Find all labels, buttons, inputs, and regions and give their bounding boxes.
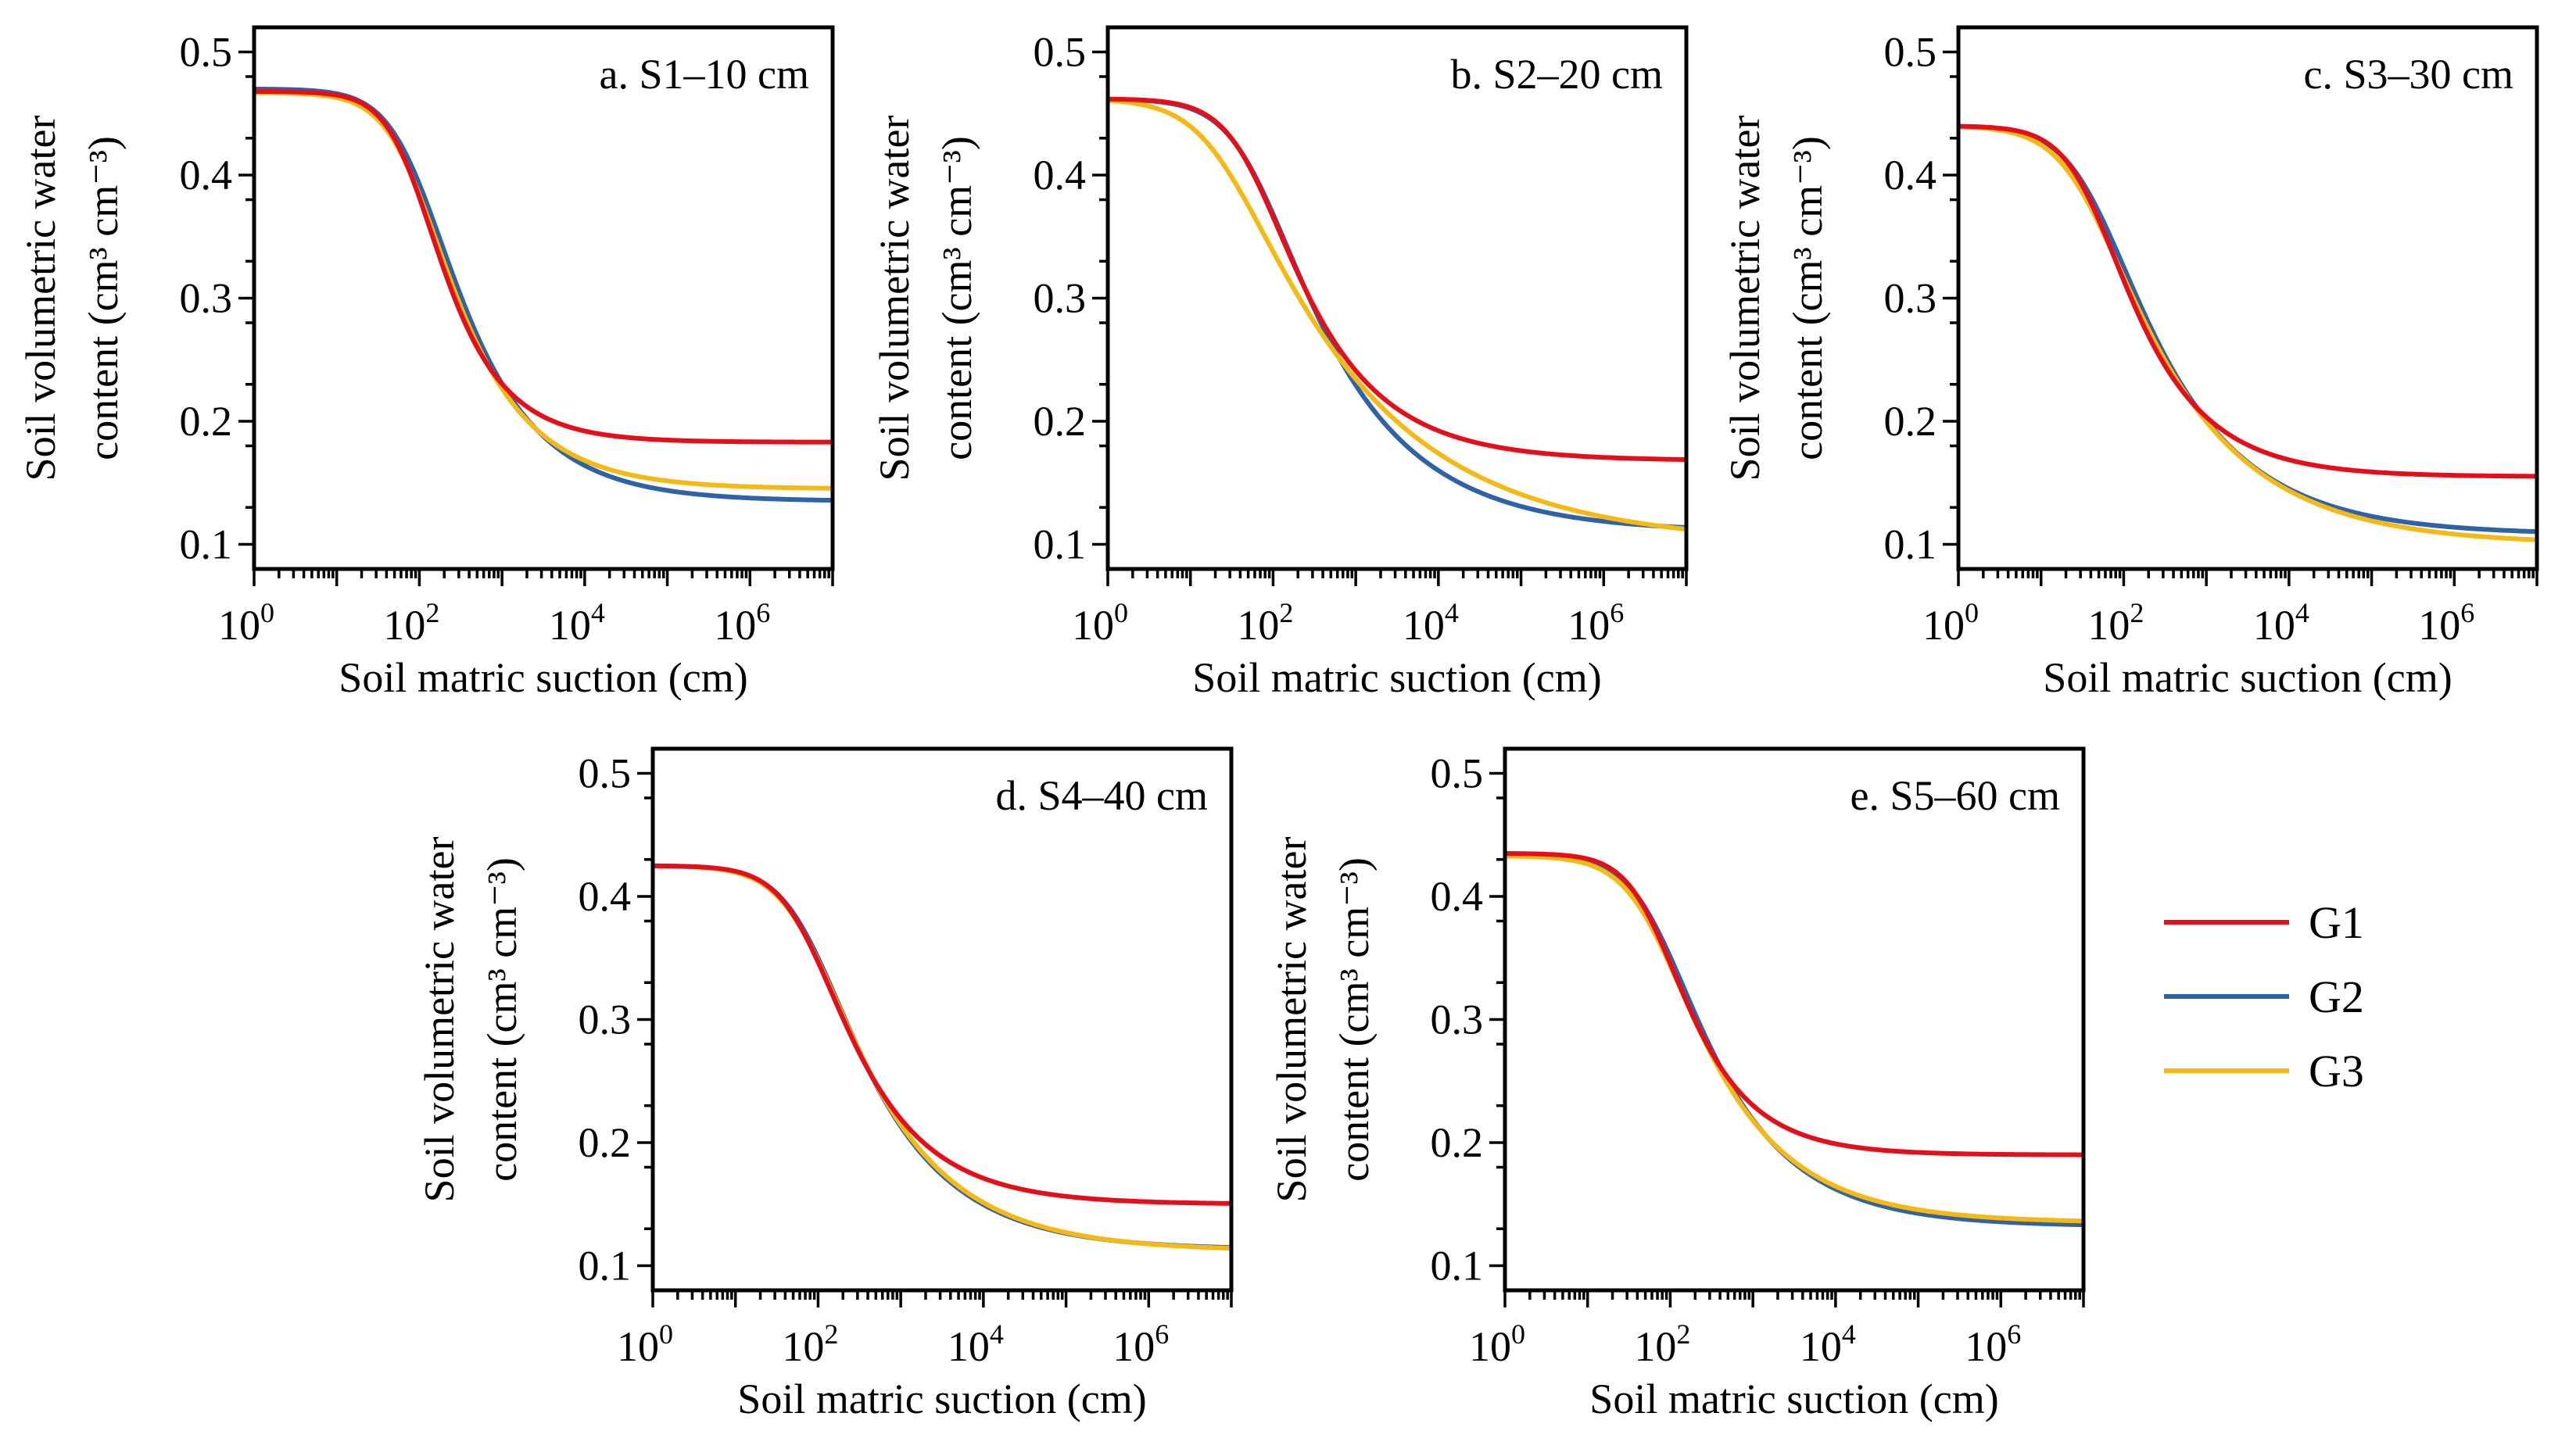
x-tick-label: 100 <box>218 597 274 649</box>
x-tick-label: 106 <box>1965 1318 2021 1370</box>
x-axis-label: Soil matric suction (cm) <box>2043 654 2452 701</box>
panel-title: e. S5–60 cm <box>1851 772 2060 819</box>
series-line-g1 <box>652 863 1232 1206</box>
x-tick-label: 106 <box>1568 597 1624 649</box>
y-axis-label-line1: Soil volumetric water <box>871 116 918 481</box>
x-tick-label: 106 <box>1112 1318 1169 1370</box>
legend-item-g1: G1 <box>2164 897 2364 948</box>
series-line-g2 <box>253 86 833 503</box>
y-tick-label: 0.3 <box>1034 275 1087 322</box>
x-tick-label: 106 <box>2418 597 2474 649</box>
y-tick-label: 0.2 <box>1431 1119 1484 1166</box>
x-tick-label: 100 <box>1072 597 1128 649</box>
y-tick-label: 0.3 <box>180 275 233 322</box>
y-tick-label: 0.1 <box>1431 1243 1484 1290</box>
y-tick-label: 0.5 <box>1431 750 1484 797</box>
series-line-g3 <box>652 863 1232 1251</box>
y-tick-label: 0.4 <box>1884 152 1937 199</box>
x-axis-label: Soil matric suction (cm) <box>1589 1376 1998 1422</box>
y-tick-label: 0.3 <box>1431 996 1484 1043</box>
legend-item-g2: G2 <box>2164 971 2364 1022</box>
y-tick-label: 0.1 <box>1884 521 1937 568</box>
x-tick-label: 102 <box>2087 597 2144 649</box>
x-tick-label: 106 <box>714 597 770 649</box>
series-line-g2 <box>1504 851 2084 1228</box>
x-axis-label: Soil matric suction (cm) <box>737 1376 1146 1422</box>
x-axis-label: Soil matric suction (cm) <box>1192 654 1601 701</box>
series-line-g3 <box>253 90 833 491</box>
chart-panel-5: 100 102 104 106 0.1 0.2 0.3 0.4 0.5 e. S5–60 cm So… <box>1268 746 2086 1422</box>
x-tick-label: 102 <box>782 1318 838 1370</box>
y-tick-label: 0.2 <box>1034 398 1087 445</box>
series-line-g2 <box>652 863 1232 1250</box>
y-axis-label-line2: content (cm³ cm⁻³) <box>1784 136 1831 460</box>
legend-item-g3: G3 <box>2164 1046 2364 1096</box>
legend: G1 G2 G3 <box>2164 897 2364 1096</box>
legend-label-g2: G2 <box>2309 971 2364 1022</box>
series-line-g1 <box>1107 96 1687 463</box>
y-tick-label: 0.5 <box>1884 29 1937 76</box>
x-tick-label: 100 <box>1922 597 1979 649</box>
y-axis-label-line1: Soil volumetric water <box>416 837 463 1203</box>
y-tick-label: 0.4 <box>1431 873 1484 920</box>
series-line-g1 <box>1958 123 2538 479</box>
x-tick-label: 104 <box>1403 597 1459 649</box>
panel-title: c. S3–30 cm <box>2304 51 2513 98</box>
panel-title: b. S2–20 cm <box>1450 51 1663 98</box>
y-tick-label: 0.1 <box>579 1243 632 1290</box>
panel-title: d. S4–40 cm <box>995 772 1208 819</box>
y-tick-label: 0.1 <box>180 521 233 568</box>
y-axis-label-line1: Soil volumetric water <box>17 116 64 481</box>
y-axis-label-line2: content (cm³ cm⁻³) <box>1331 857 1378 1182</box>
y-axis-label-line1: Soil volumetric water <box>1268 837 1315 1203</box>
y-axis-label-line2: content (cm³ cm⁻³) <box>80 136 127 460</box>
series-line-g1 <box>253 88 833 445</box>
series-line-g3 <box>1958 124 2538 542</box>
legend-label-g3: G3 <box>2309 1046 2364 1096</box>
x-tick-label: 104 <box>549 597 605 649</box>
series-line-g3 <box>1504 853 2084 1224</box>
chart-panel-3: 100 102 104 106 0.1 0.2 0.3 0.4 0.5 c. S3–30 cm So… <box>1722 25 2539 701</box>
legend-label-g1: G1 <box>2309 897 2364 948</box>
y-axis-label-line2: content (cm³ cm⁻³) <box>478 857 525 1182</box>
y-tick-label: 0.2 <box>1884 398 1937 445</box>
y-tick-label: 0.4 <box>1034 152 1087 199</box>
x-tick-label: 102 <box>1634 1318 1690 1370</box>
x-tick-label: 102 <box>383 597 439 649</box>
y-tick-label: 0.4 <box>579 873 632 920</box>
panel-title: a. S1–10 cm <box>600 51 809 98</box>
y-tick-label: 0.5 <box>1034 29 1087 76</box>
x-tick-label: 100 <box>1469 1318 1525 1370</box>
y-tick-label: 0.3 <box>1884 275 1937 322</box>
y-axis-label-line2: content (cm³ cm⁻³) <box>933 136 980 460</box>
y-tick-label: 0.1 <box>1034 521 1087 568</box>
plot-frame <box>650 746 1234 1293</box>
series-line-g3 <box>1107 98 1687 532</box>
x-tick-label: 104 <box>2253 597 2309 649</box>
chart-panel-2: 100 102 104 106 0.1 0.2 0.3 0.4 0.5 b. S2–20 cm So… <box>871 25 1689 701</box>
y-tick-label: 0.2 <box>579 1119 632 1166</box>
series-line-g2 <box>1958 123 2538 535</box>
y-tick-label: 0.3 <box>579 996 632 1043</box>
y-tick-label: 0.5 <box>180 29 233 76</box>
x-tick-label: 104 <box>1800 1318 1856 1370</box>
x-axis-label: Soil matric suction (cm) <box>339 654 747 701</box>
y-axis-label-line1: Soil volumetric water <box>1722 116 1768 481</box>
series-line-g2 <box>1107 96 1687 531</box>
chart-panel-1: 100 102 104 106 0.1 0.2 0.3 0.4 0.5 a. S1–10 cm So… <box>17 25 835 701</box>
series-line-g1 <box>1504 851 2084 1157</box>
y-tick-label: 0.5 <box>579 750 632 797</box>
x-tick-label: 102 <box>1237 597 1293 649</box>
plot-frame <box>1956 25 2539 571</box>
y-tick-label: 0.2 <box>180 398 233 445</box>
y-tick-label: 0.4 <box>180 152 233 199</box>
x-tick-label: 100 <box>617 1318 673 1370</box>
x-tick-label: 104 <box>948 1318 1004 1370</box>
chart-panel-4: 100 102 104 106 0.1 0.2 0.3 0.4 0.5 d. S4–40 cm So… <box>416 746 1234 1422</box>
plot-frame <box>1503 746 2086 1293</box>
